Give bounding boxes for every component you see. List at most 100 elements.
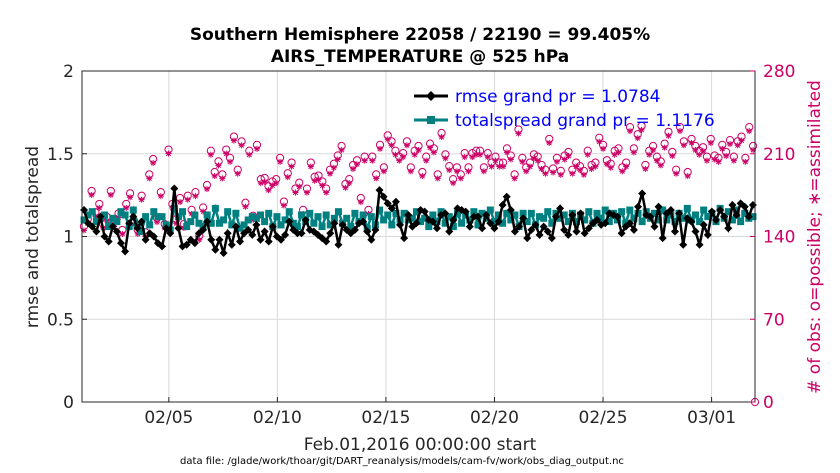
rmse-point xyxy=(568,210,577,219)
rmse-point xyxy=(576,209,585,218)
rmse-point xyxy=(260,227,269,236)
legend: rmse grand pr = 1.0784 totalspread grand… xyxy=(414,87,715,131)
obs-assimilated-point xyxy=(534,157,541,164)
spread-point xyxy=(564,218,572,226)
spread-point xyxy=(343,214,351,222)
x-tick-label: 02/25 xyxy=(579,408,628,428)
spread-point xyxy=(306,209,314,217)
obs-assimilated-point xyxy=(330,164,337,171)
x-tick-label: 02/10 xyxy=(253,408,302,428)
rmse-point xyxy=(617,229,626,238)
obs-assimilated-point xyxy=(407,168,414,175)
obs-assimilated-point xyxy=(211,173,218,180)
spread-point xyxy=(429,211,437,219)
obs-assimilated-point xyxy=(230,137,237,144)
spread-point xyxy=(683,204,691,212)
rmse-point xyxy=(203,217,212,226)
obs-assimilated-point xyxy=(738,137,745,144)
obs-assimilated-point xyxy=(377,145,384,152)
spread-point xyxy=(741,209,749,217)
rmse-point xyxy=(560,225,569,234)
footer-data-file: data file: /glade/work/thoar/git/DART_re… xyxy=(180,456,624,467)
spread-point xyxy=(154,213,162,221)
obs-assimilated-point xyxy=(669,152,676,159)
obs-assimilated-point xyxy=(392,151,399,158)
spread-point xyxy=(659,206,667,214)
spread-point xyxy=(733,206,741,214)
spread-point xyxy=(228,221,236,229)
spread-point xyxy=(224,208,232,216)
obs-assimilated-point xyxy=(446,167,453,174)
rmse-point xyxy=(486,219,495,228)
obs-assimilated-point xyxy=(700,148,707,155)
obs-assimilated-point xyxy=(723,152,730,159)
rmse-point xyxy=(281,230,290,239)
obs-assimilated-point xyxy=(627,128,634,135)
rmse-point xyxy=(498,201,507,210)
spread-point xyxy=(408,214,416,222)
spread-point xyxy=(380,216,388,224)
spread-point xyxy=(351,209,359,217)
spread-point xyxy=(536,213,544,221)
obs-assimilated-point xyxy=(657,162,664,169)
obs-assimilated-point xyxy=(400,154,407,161)
rmse-point xyxy=(104,237,113,246)
obs-assimilated-point xyxy=(623,163,630,170)
rmse-point xyxy=(207,235,216,244)
rmse-point xyxy=(252,220,261,229)
obs-assimilated-point xyxy=(546,139,553,146)
spread-point xyxy=(544,208,552,216)
obs-assimilated-point xyxy=(465,168,472,175)
x-axis-label: Feb.01,2016 00:00:00 start xyxy=(304,435,537,455)
spread-point xyxy=(211,204,219,212)
obs-assimilated-point xyxy=(457,175,464,182)
spread-point xyxy=(638,218,646,226)
obs-assimilated-point xyxy=(219,175,226,182)
obs-assimilated-point xyxy=(642,165,649,172)
spread-point xyxy=(449,223,457,231)
obs-assimilated-point xyxy=(192,193,199,200)
y-tick-label-left: 0.5 xyxy=(47,310,74,330)
rmse-point xyxy=(748,201,757,210)
spread-point xyxy=(273,213,281,221)
spread-point xyxy=(724,208,732,216)
rmse-point xyxy=(547,234,556,243)
spread-point xyxy=(630,214,638,222)
obs-assimilated-point xyxy=(373,175,380,182)
spread-point xyxy=(503,209,511,217)
spread-point xyxy=(359,211,367,219)
legend-label-rmse: rmse grand pr = 1.0784 xyxy=(455,87,660,107)
spread-point xyxy=(392,209,400,217)
rmse-point xyxy=(371,225,380,234)
y-tick-label-left: 2 xyxy=(63,62,74,82)
obs-assimilated-point xyxy=(119,230,126,237)
rmse-point xyxy=(584,224,593,233)
spread-point xyxy=(445,213,453,221)
spread-point xyxy=(519,209,527,217)
spread-point xyxy=(605,218,613,226)
obs-assimilated-point xyxy=(353,161,360,168)
spread-point xyxy=(289,219,297,227)
obs-assimilated-point xyxy=(411,151,418,158)
rmse-point xyxy=(728,201,737,210)
obs-assimilated-point xyxy=(388,142,395,149)
spread-point xyxy=(265,209,273,217)
obs-assimilated-point xyxy=(323,189,330,196)
obs-assimilated-point xyxy=(88,191,95,198)
rmse-point xyxy=(712,215,721,224)
rmse-point xyxy=(724,224,733,233)
rmse-point xyxy=(375,186,384,195)
chart-title-line2: AIRS_TEMPERATURE @ 525 hPa xyxy=(271,47,569,67)
obs-assimilated-point xyxy=(327,170,334,177)
rmse-point xyxy=(494,217,503,226)
obs-assimilated-point xyxy=(542,170,549,177)
rmse-point xyxy=(100,232,109,241)
obs-assimilated-point xyxy=(227,158,234,165)
rmse-point xyxy=(256,235,265,244)
rmse-point xyxy=(695,240,704,249)
obs-assimilated-point xyxy=(703,157,710,164)
obs-assimilated-point xyxy=(550,169,557,176)
spread-point xyxy=(548,219,556,227)
rmse-point xyxy=(740,202,749,211)
obs-assimilated-point xyxy=(96,204,103,211)
